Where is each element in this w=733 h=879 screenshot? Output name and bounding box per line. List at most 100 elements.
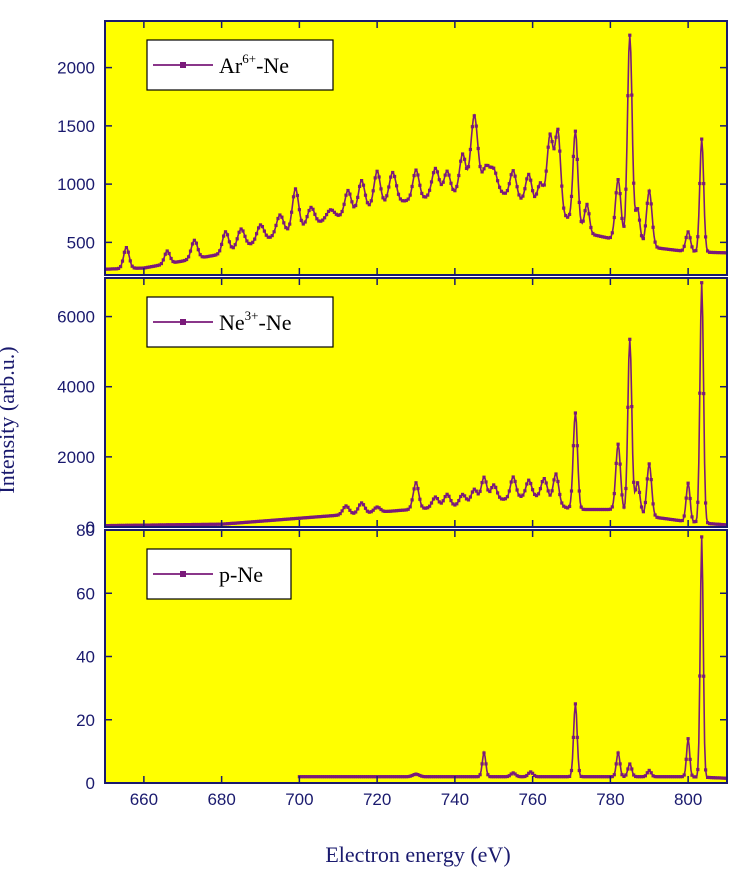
data-point <box>216 522 220 526</box>
data-point <box>503 497 507 501</box>
data-point <box>649 771 653 775</box>
data-point <box>334 513 338 517</box>
data-point <box>717 251 721 255</box>
data-point <box>457 499 461 503</box>
data-point <box>113 267 117 271</box>
data-point <box>202 255 206 259</box>
data-point <box>124 523 128 527</box>
data-point <box>509 173 513 177</box>
y-tick-label: 20 <box>76 711 95 730</box>
data-point <box>707 775 712 780</box>
data-point <box>433 775 437 779</box>
data-point <box>360 775 364 779</box>
data-point <box>606 775 610 779</box>
data-point <box>340 775 344 779</box>
data-point <box>496 491 500 495</box>
data-point <box>533 194 537 199</box>
data-point <box>198 253 202 257</box>
data-point <box>589 225 593 230</box>
data-point <box>639 234 644 238</box>
data-point <box>564 775 568 779</box>
data-point <box>597 234 601 238</box>
data-point <box>581 219 585 223</box>
data-point <box>336 513 340 517</box>
data-point <box>280 518 284 522</box>
data-point <box>474 124 478 128</box>
data-point <box>643 500 647 505</box>
plot-frame <box>104 20 728 276</box>
data-point <box>672 775 677 779</box>
data-point <box>369 199 373 203</box>
data-point <box>499 775 504 779</box>
data-point <box>247 520 251 524</box>
data-point <box>669 248 673 252</box>
data-point <box>291 195 296 199</box>
data-point <box>260 519 264 523</box>
data-point <box>276 518 280 522</box>
data-point <box>315 775 319 779</box>
data-point <box>523 774 527 779</box>
data-point <box>257 226 261 230</box>
data-point <box>105 267 109 271</box>
data-point <box>293 516 298 521</box>
data-point <box>313 515 317 519</box>
data-point <box>398 508 402 512</box>
data-point <box>527 172 531 176</box>
data-point <box>441 775 445 779</box>
data-point <box>624 486 628 491</box>
data-point <box>282 517 286 521</box>
data-point <box>538 775 542 779</box>
data-point <box>476 492 480 496</box>
data-point <box>346 188 350 193</box>
data-point <box>457 775 461 779</box>
data-point <box>628 33 632 37</box>
data-point <box>529 178 533 182</box>
data-point <box>455 184 459 189</box>
data-point <box>451 502 455 506</box>
data-point <box>107 524 111 527</box>
data-point <box>214 522 218 526</box>
data-point <box>494 775 498 779</box>
data-point <box>626 94 630 98</box>
data-point <box>587 775 591 779</box>
data-point <box>548 493 552 497</box>
y-tick-label: 80 <box>76 521 95 540</box>
data-point <box>408 193 412 197</box>
data-point <box>661 516 665 520</box>
data-point <box>268 235 272 239</box>
data-point <box>480 762 484 766</box>
panel-middle: 0 2000 4000 6000 Ne3+-Ne <box>57 277 728 537</box>
data-point <box>447 494 451 498</box>
data-point <box>585 775 589 779</box>
data-point <box>342 506 346 510</box>
data-point <box>680 775 684 779</box>
data-point <box>692 775 696 779</box>
data-point <box>466 775 471 779</box>
data-point <box>208 254 212 258</box>
data-point <box>449 775 453 779</box>
data-point <box>119 265 123 269</box>
data-point <box>589 507 593 512</box>
data-point <box>568 212 572 216</box>
data-point <box>194 241 198 245</box>
x-tick-label: 660 <box>130 790 158 809</box>
data-point <box>361 775 366 779</box>
data-point <box>225 522 230 526</box>
data-point <box>231 246 235 250</box>
data-point <box>686 230 690 234</box>
data-point <box>431 171 436 175</box>
data-point <box>239 521 243 525</box>
data-point <box>587 507 591 512</box>
data-point <box>513 479 517 484</box>
data-point <box>581 507 585 511</box>
data-point <box>490 165 494 169</box>
data-point <box>305 516 309 520</box>
data-point <box>402 199 406 203</box>
data-point <box>342 202 346 206</box>
data-point <box>463 157 467 161</box>
data-point <box>620 216 624 220</box>
data-point <box>391 509 395 513</box>
data-point <box>602 507 607 512</box>
data-point <box>253 520 257 524</box>
data-point <box>612 215 616 220</box>
